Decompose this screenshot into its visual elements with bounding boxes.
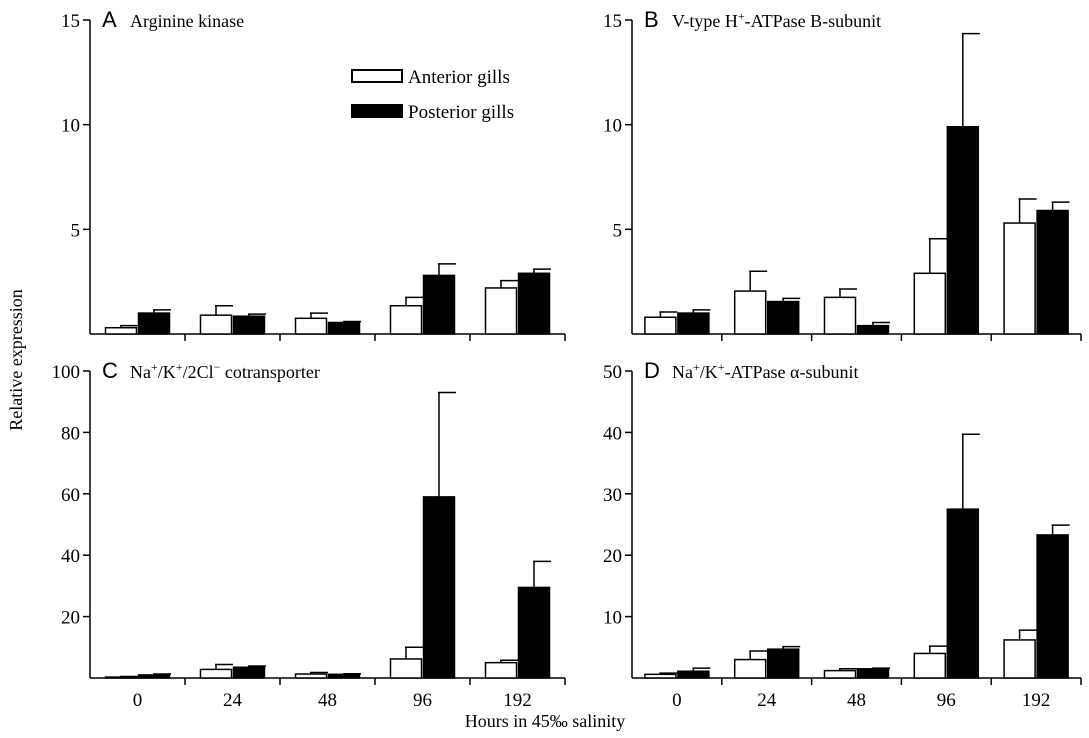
legend-label-posterior: Posterior gills bbox=[408, 102, 514, 123]
y-tick-label: 15 bbox=[603, 11, 622, 32]
y-tick-label: 15 bbox=[61, 11, 80, 32]
bar-posterior bbox=[422, 496, 456, 679]
panel-title: V-type H+-ATPase B-subunit bbox=[672, 9, 881, 31]
bar-posterior bbox=[766, 648, 800, 679]
panel-letter: D bbox=[644, 358, 660, 383]
bar-posterior bbox=[232, 666, 266, 679]
bar-anterior bbox=[294, 317, 328, 335]
bar-anterior bbox=[1003, 222, 1036, 335]
bar-anterior bbox=[104, 326, 138, 335]
panel-title: Arginine kinase bbox=[130, 11, 244, 31]
x-tick-label: 96 bbox=[937, 690, 956, 711]
panel-letter: C bbox=[102, 358, 118, 383]
bar-anterior bbox=[823, 669, 857, 679]
y-tick-label: 80 bbox=[61, 423, 80, 444]
panel-letter: A bbox=[102, 7, 117, 32]
bar-posterior bbox=[856, 668, 890, 679]
bar-posterior bbox=[1036, 209, 1069, 335]
x-tick-label: 96 bbox=[413, 690, 432, 711]
bar-anterior bbox=[104, 676, 138, 679]
bar-posterior bbox=[232, 315, 266, 335]
bar-posterior bbox=[1036, 534, 1069, 679]
bar-anterior bbox=[823, 296, 857, 335]
y-tick-label: 5 bbox=[613, 220, 623, 241]
y-tick-label: 10 bbox=[603, 116, 622, 137]
bar-posterior bbox=[677, 312, 710, 335]
bar-anterior bbox=[389, 304, 423, 335]
x-tick-label: 48 bbox=[318, 690, 337, 711]
y-tick-label: 20 bbox=[61, 608, 80, 629]
bar-anterior bbox=[733, 658, 767, 679]
panel-b: 5 10 15 B V-type H+-ATPase B-subunit bbox=[603, 7, 1082, 341]
y-tick-label: 40 bbox=[61, 546, 80, 567]
panel-c: 20 40 60 80 100 0 24 48 96 192 C Na+/K+/2Cl− cotran… bbox=[52, 358, 566, 711]
bar-posterior bbox=[766, 300, 800, 335]
bar-posterior bbox=[137, 312, 171, 335]
legend-swatch-posterior bbox=[351, 104, 403, 118]
panel-title: Na+/K+-ATPase α-subunit bbox=[672, 360, 858, 382]
x-tick-label: 24 bbox=[757, 690, 777, 711]
legend: Anterior gills Posterior gills bbox=[351, 67, 514, 123]
bar-anterior bbox=[199, 314, 233, 335]
bar-posterior bbox=[327, 673, 361, 679]
y-tick-label: 10 bbox=[61, 116, 80, 137]
bar-posterior bbox=[517, 586, 551, 679]
y-tick-label: 20 bbox=[603, 546, 622, 567]
bar-posterior bbox=[856, 324, 890, 335]
y-tick-label: 100 bbox=[52, 362, 81, 383]
x-tick-label: 0 bbox=[672, 690, 682, 711]
bar-posterior bbox=[677, 670, 710, 679]
bar-posterior bbox=[327, 321, 361, 335]
y-tick-label: 60 bbox=[61, 485, 80, 506]
x-tick-label: 192 bbox=[1022, 690, 1051, 711]
bar-posterior bbox=[946, 508, 980, 679]
bar-anterior bbox=[1003, 639, 1036, 679]
bar-anterior bbox=[294, 673, 328, 679]
bar-anterior bbox=[644, 673, 677, 679]
bar-posterior bbox=[137, 674, 171, 679]
bar-posterior bbox=[946, 126, 980, 335]
bar-anterior bbox=[644, 316, 677, 335]
bar-anterior bbox=[484, 661, 518, 679]
panel-letter: B bbox=[644, 7, 659, 32]
legend-label-anterior: Anterior gills bbox=[408, 67, 510, 88]
bar-anterior bbox=[199, 668, 233, 679]
bar-posterior bbox=[422, 274, 456, 335]
x-tick-label: 192 bbox=[503, 690, 532, 711]
bar-anterior bbox=[913, 652, 947, 679]
y-tick-label: 40 bbox=[603, 423, 622, 444]
y-axis-title: Relative expression bbox=[6, 289, 26, 430]
bar-anterior bbox=[913, 272, 947, 335]
bar-anterior bbox=[389, 658, 423, 679]
y-tick-label: 5 bbox=[71, 220, 81, 241]
x-tick-label: 0 bbox=[133, 690, 143, 711]
panel-title: Na+/K+/2Cl− cotransporter bbox=[130, 360, 320, 382]
y-tick-label: 50 bbox=[603, 362, 622, 383]
x-tick-label: 48 bbox=[847, 690, 866, 711]
bar-anterior bbox=[484, 287, 518, 335]
x-axis-title: Hours in 45‰ salinity bbox=[465, 711, 626, 731]
panel-a: 5 10 15 A Arginine kinase bbox=[61, 7, 566, 341]
x-tick-label: 24 bbox=[223, 690, 243, 711]
y-tick-label: 10 bbox=[603, 608, 622, 629]
panel-d: 10 20 30 40 50 0 24 48 96 192 D Na+/K+-ATPase α-sub… bbox=[603, 358, 1082, 711]
y-tick-label: 30 bbox=[603, 485, 622, 506]
bar-anterior bbox=[733, 290, 767, 335]
bar-posterior bbox=[517, 272, 551, 335]
legend-swatch-anterior bbox=[351, 69, 403, 83]
